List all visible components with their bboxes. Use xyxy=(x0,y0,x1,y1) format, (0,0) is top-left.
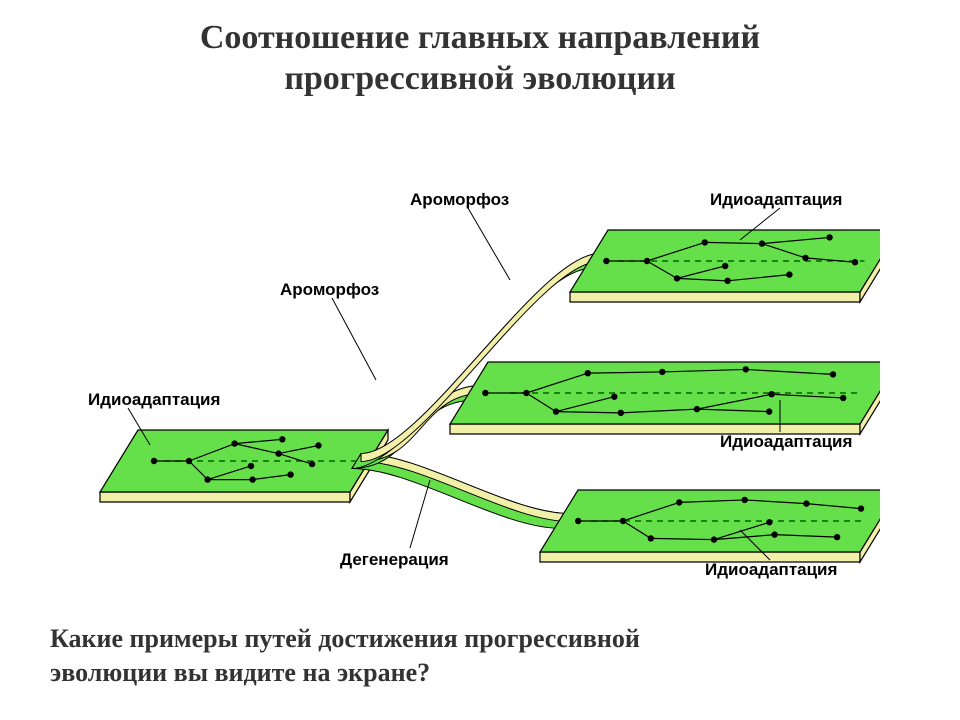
diagram-label-idio_left: Идиоадаптация xyxy=(88,390,220,410)
page-title: Соотношение главных направлений прогресс… xyxy=(0,0,960,100)
footer-line-2: эволюции вы видите на экране? xyxy=(50,658,430,687)
diagram-label-aromo1: Ароморфоз xyxy=(280,280,379,300)
diagram-svg xyxy=(80,150,880,590)
footer-line-1: Какие примеры путей достижения прогресси… xyxy=(50,624,640,653)
diagram-label-idio_bot: Идиоадаптация xyxy=(705,560,837,580)
diagram-label-degen: Дегенерация xyxy=(340,550,449,570)
title-line-2: прогрессивной эволюции xyxy=(0,59,960,100)
title-line-1: Соотношение главных направлений xyxy=(0,18,960,59)
diagram-label-idio_mid: Идиоадаптация xyxy=(720,432,852,452)
diagram-label-idio_top: Идиоадаптация xyxy=(710,190,842,210)
footer-question: Какие примеры путей достижения прогресси… xyxy=(50,622,910,690)
evolution-diagram: Идиоадаптация Ароморфоз Ароморфоз Идиоадапт… xyxy=(80,150,880,590)
diagram-label-aromo2: Ароморфоз xyxy=(410,190,509,210)
